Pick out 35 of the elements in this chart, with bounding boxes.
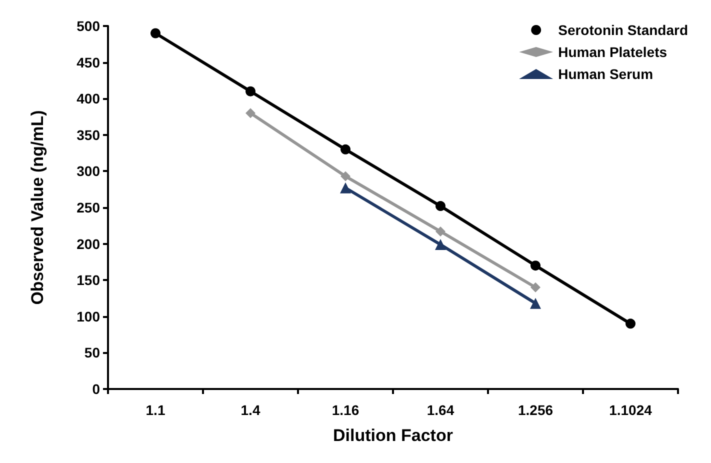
y-tick-label: 0 xyxy=(92,381,100,397)
y-tick-label: 250 xyxy=(76,200,100,216)
x-tick-label: 1.256 xyxy=(518,402,554,418)
x-tick-label: 1.64 xyxy=(426,402,454,418)
x-tick-label: 1.1024 xyxy=(609,402,652,418)
y-tick-label: 500 xyxy=(76,18,100,34)
y-tick-label: 50 xyxy=(84,344,100,361)
point xyxy=(530,260,540,271)
legend-label: Human Platelets xyxy=(558,44,668,60)
point xyxy=(340,144,350,154)
point xyxy=(530,298,541,309)
point xyxy=(340,171,350,182)
legend-label: Human Serum xyxy=(558,66,654,82)
point xyxy=(340,182,351,194)
y-tick-label: 200 xyxy=(76,236,100,252)
point xyxy=(150,28,160,38)
point xyxy=(246,108,256,118)
point xyxy=(246,86,256,96)
y-tick-label: 150 xyxy=(76,272,100,288)
y-tick-label: 400 xyxy=(76,90,100,107)
point xyxy=(435,239,446,250)
y-tick-label: 450 xyxy=(76,54,100,70)
y-axis-title: Observed Value (ng/mL) xyxy=(28,110,47,305)
point xyxy=(530,282,540,292)
y-tick-label: 300 xyxy=(76,163,100,180)
y-tick-label: 350 xyxy=(76,126,100,143)
point xyxy=(626,318,636,329)
x-tick-label: 1.16 xyxy=(332,402,360,418)
x-tick-label: 1.4 xyxy=(240,402,260,418)
point xyxy=(436,201,446,212)
point xyxy=(436,226,446,236)
y-tick-label: 100 xyxy=(76,308,100,324)
x-axis-title: Dilution Factor xyxy=(333,426,454,445)
legend-label: Serotonin Standard xyxy=(558,22,688,38)
x-tick-label: 1.1 xyxy=(146,402,166,418)
